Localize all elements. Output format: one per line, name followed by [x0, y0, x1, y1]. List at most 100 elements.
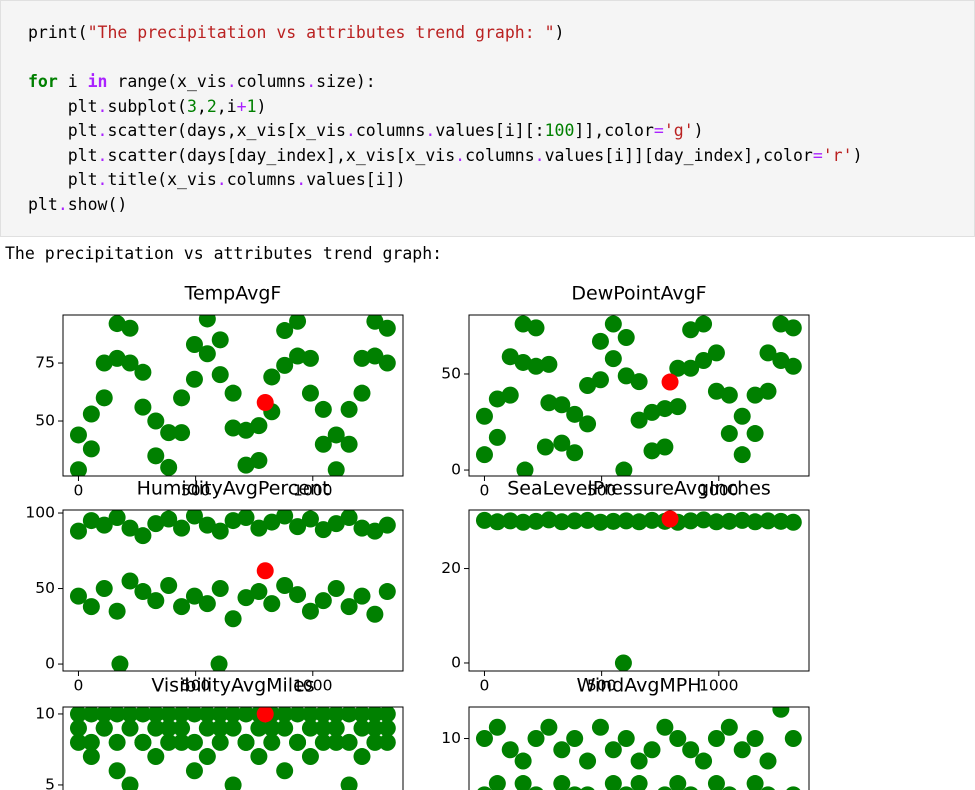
x-tick-label: 500 [587, 677, 617, 695]
code-token: in [87, 72, 108, 91]
point [256, 562, 274, 580]
point [198, 516, 216, 534]
code-token: ,i [216, 96, 237, 116]
point [134, 398, 152, 416]
point [759, 752, 777, 770]
point [536, 438, 554, 456]
point [108, 349, 126, 367]
code: print("The precipitation vs attributes t… [28, 21, 863, 217]
point [82, 748, 100, 766]
point [682, 741, 700, 759]
point [529, 786, 544, 790]
point [69, 733, 87, 751]
point [327, 733, 345, 751]
code-token: show() [67, 194, 128, 214]
code-token: . [534, 145, 545, 165]
point [82, 733, 100, 751]
point [656, 438, 674, 456]
point [527, 512, 545, 530]
point [69, 522, 87, 540]
point [276, 707, 294, 723]
point [224, 384, 242, 402]
point [69, 707, 87, 723]
point [121, 354, 139, 372]
point [669, 359, 687, 377]
point [604, 741, 622, 759]
point [540, 511, 558, 529]
point [185, 707, 203, 723]
point [733, 407, 751, 425]
point [147, 592, 165, 610]
point [353, 349, 371, 367]
x-tick-label: 500 [181, 482, 211, 500]
point [95, 516, 113, 534]
code-token: . [97, 121, 108, 140]
axes-frame [62, 706, 404, 790]
point [147, 447, 165, 465]
point [173, 519, 191, 537]
y-tick-label: 0 [451, 461, 461, 479]
axes-frame [468, 314, 810, 477]
code-token: columns [236, 72, 307, 91]
point [340, 400, 358, 418]
point [237, 707, 255, 723]
point [682, 321, 700, 339]
point [617, 367, 635, 385]
code-token: subplot( [107, 96, 187, 116]
point [682, 359, 700, 377]
point [121, 572, 139, 590]
code-token: plt [28, 121, 98, 140]
point [643, 403, 661, 421]
point [759, 512, 777, 530]
point [314, 400, 332, 418]
point [527, 730, 545, 748]
axes-frame [62, 314, 404, 477]
point [327, 515, 345, 533]
code-line: print("The precipitation vs attributes t… [28, 21, 863, 46]
point [656, 400, 674, 418]
code-token: 100 [544, 121, 575, 140]
point [501, 512, 519, 530]
point [314, 592, 332, 610]
point [314, 719, 332, 737]
code-token: values[i]) [306, 170, 406, 189]
point [630, 752, 648, 770]
point [378, 319, 396, 337]
subplot-title: DewPointAvgF [571, 283, 706, 305]
code-token: ) [256, 96, 267, 116]
point [759, 344, 777, 362]
code-token: . [306, 72, 317, 91]
point [786, 786, 801, 790]
point [617, 730, 635, 748]
code-token: plt [28, 96, 98, 116]
point [378, 583, 396, 601]
code-line: for i in range(x_vis.columns.size): [28, 70, 863, 95]
axes-frame [62, 509, 404, 672]
point [211, 366, 229, 384]
code-line: plt.show() [28, 193, 863, 218]
code-line: plt.subplot(3,2,i+1) [28, 95, 863, 120]
point [327, 719, 345, 737]
point [147, 515, 165, 533]
point [82, 512, 100, 530]
point [353, 587, 371, 605]
point [69, 719, 87, 737]
point [353, 384, 371, 402]
point [224, 419, 242, 437]
point [514, 775, 532, 790]
code-token: values[i]][day_index],color [544, 145, 813, 165]
code-token: "The precipitation vs attributes trend g… [87, 23, 555, 42]
point [540, 718, 558, 736]
point [289, 733, 307, 751]
code-token: size): [316, 72, 376, 91]
point [327, 461, 345, 476]
point [263, 733, 281, 751]
point [237, 456, 255, 474]
point [760, 786, 775, 790]
point [553, 434, 571, 452]
subplot-title: WindAvgMPH [576, 675, 701, 697]
point [617, 328, 635, 346]
point [160, 707, 178, 723]
code-token: plt [28, 145, 98, 165]
point [340, 733, 358, 751]
